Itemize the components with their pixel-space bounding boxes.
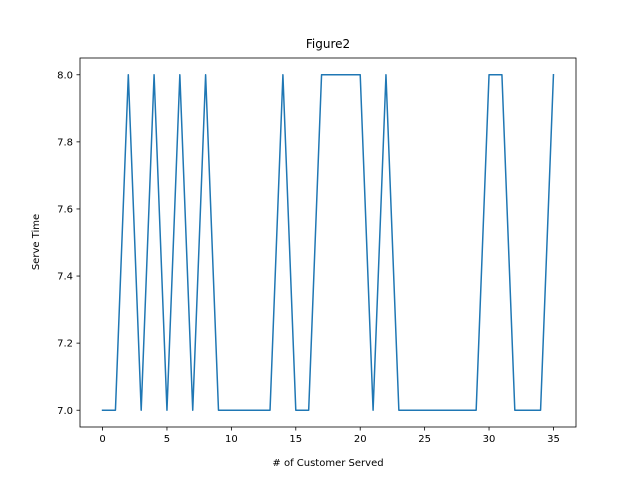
plot-area (79, 57, 577, 428)
series-line-0 (101, 73, 555, 411)
plot-frame (79, 57, 577, 428)
y-tick-label: 7.8 (57, 137, 73, 148)
y-tick-label: 8.0 (57, 70, 73, 81)
chart-title: Figure2 (306, 37, 350, 51)
y-tick-label: 7.4 (57, 272, 73, 283)
x-tick-label: 25 (418, 434, 431, 445)
x-tick-label: 10 (225, 434, 238, 445)
x-tick-label: 0 (99, 434, 105, 445)
x-tick-label: 35 (547, 434, 560, 445)
x-tick-label: 15 (289, 434, 302, 445)
x-axis-label: # of Customer Served (272, 458, 383, 469)
y-tick-label: 7.0 (57, 406, 73, 417)
y-tick-label: 7.6 (57, 205, 73, 216)
x-axis: 0 5 10 15 20 25 30 35 (99, 427, 560, 445)
x-tick-label: 5 (164, 434, 170, 445)
y-axis: 7.0 7.2 7.4 7.6 7.8 8.0 (57, 70, 80, 417)
x-tick-label: 30 (483, 434, 496, 445)
y-tick-label: 7.2 (57, 339, 73, 350)
x-tick-label: 20 (354, 434, 367, 445)
y-axis-label: Serve Time (31, 214, 42, 270)
